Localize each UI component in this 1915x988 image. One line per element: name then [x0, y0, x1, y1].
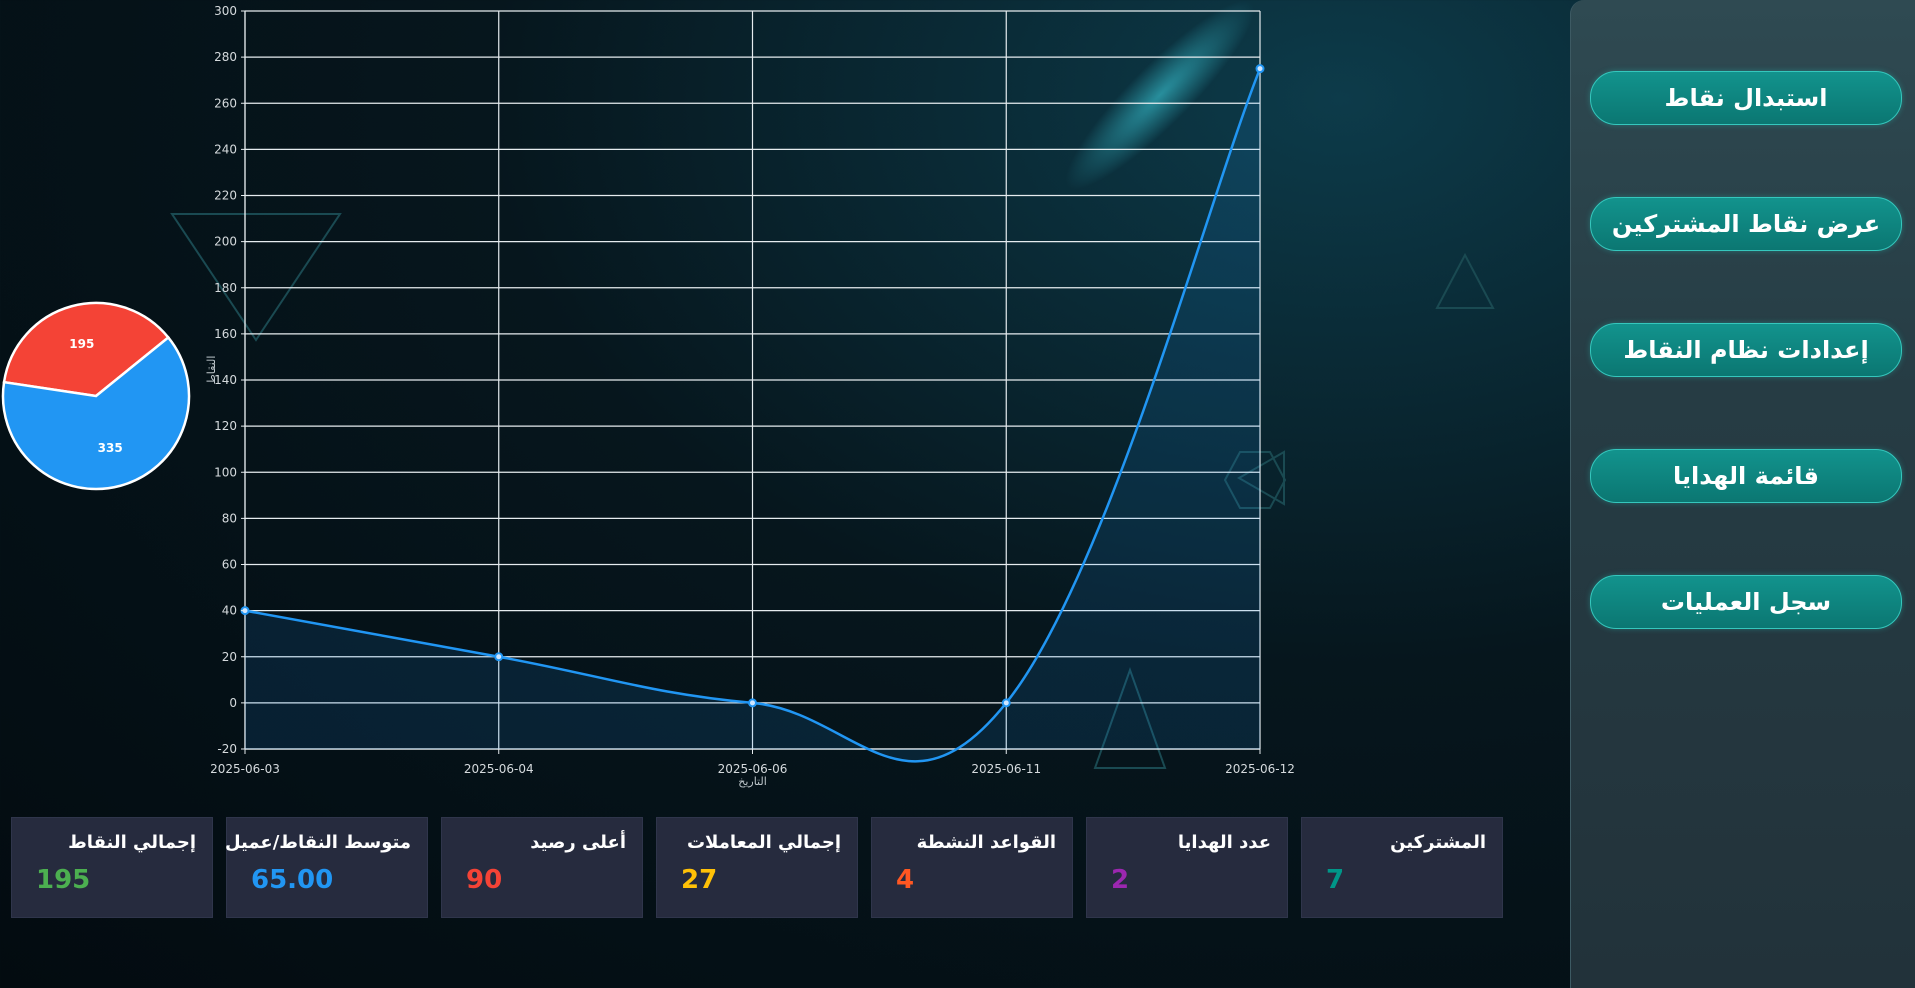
sidebar: استبدال نقاط عرض نقاط المشتركين إعدادات …: [1570, 0, 1915, 988]
stat-card-total-points: إجمالي النقاط 195: [11, 817, 213, 918]
y-tick-label: 40: [222, 604, 237, 618]
points-pie-chart: 195 335: [1, 301, 191, 491]
stat-card-subscribers: المشتركين 7: [1301, 817, 1503, 918]
pie-slice: [1, 335, 191, 491]
points-line-chart: -20 0 20 40 60 80 100 120 140 160 180 200 220 240 260 2…: [205, 4, 1295, 788]
stat-value: 2: [1111, 865, 1130, 895]
stat-label: إجمالي المعاملات: [686, 832, 841, 853]
chart-data-point: [1001, 698, 1011, 708]
y-tick-label: 220: [214, 189, 237, 203]
stat-value: 65.00: [251, 865, 334, 895]
chart-data-point: [748, 698, 757, 708]
y-tick-label: 300: [214, 4, 237, 18]
y-tick-label: 0: [229, 696, 237, 710]
pie-slice-label: 335: [98, 441, 123, 455]
stat-card-total-transactions: إجمالي المعاملات 27: [656, 817, 858, 918]
stat-value: 7: [1326, 865, 1345, 895]
operations-log-button[interactable]: سجل العمليات: [1590, 575, 1902, 629]
stat-label: المشتركين: [1390, 832, 1486, 853]
stat-label: القواعد النشطة: [916, 832, 1056, 853]
y-tick-label: 160: [214, 327, 237, 341]
y-tick-label: 140: [214, 373, 237, 387]
chart-grid: [244, 10, 1261, 750]
x-tick-label: 2025-06-11: [971, 762, 1041, 776]
stat-value: 90: [466, 865, 503, 895]
background-decoration: [170, 0, 1495, 769]
y-tick-label: 20: [222, 650, 237, 664]
gifts-list-button[interactable]: قائمة الهدايا: [1590, 449, 1902, 503]
chart-series-line: [244, 68, 1262, 763]
y-tick-label: 60: [222, 558, 237, 572]
pie-slice-label: 195: [69, 337, 94, 351]
stat-card-gifts-count: عدد الهدايا 2: [1086, 817, 1288, 918]
stat-value: 27: [681, 865, 718, 895]
pie-slice: [2, 301, 171, 398]
y-tick-label: 120: [214, 419, 237, 433]
y-tick-label: 180: [214, 281, 237, 295]
y-tick-label: 100: [214, 465, 237, 479]
chart-area-fill: [245, 68, 1260, 762]
chart-x-axis-label: التاريخ: [738, 775, 767, 788]
stat-value: 195: [36, 865, 91, 895]
stat-card-active-rules: القواعد النشطة 4: [871, 817, 1073, 918]
x-tick-label: 2025-06-03: [210, 762, 280, 776]
y-tick-label: 200: [214, 235, 237, 249]
y-tick-label: -20: [217, 742, 237, 756]
stat-label: أعلى رصيد: [530, 832, 626, 853]
stat-label: إجمالي النقاط: [68, 832, 196, 853]
chart-y-axis-label: النقاط: [205, 356, 218, 385]
stat-label: متوسط النقاط/عميل: [224, 832, 411, 853]
y-tick-label: 280: [214, 50, 237, 64]
redeem-points-button[interactable]: استبدال نقاط: [1590, 71, 1902, 125]
x-tick-label: 2025-06-12: [1225, 762, 1295, 776]
stat-label: عدد الهدايا: [1177, 832, 1271, 853]
x-tick-label: 2025-06-04: [464, 762, 534, 776]
stat-card-average-points: متوسط النقاط/عميل 65.00: [224, 817, 428, 918]
chart-data-point: [494, 652, 504, 662]
y-tick-label: 240: [214, 142, 237, 156]
points-settings-button[interactable]: إعدادات نظام النقاط: [1590, 323, 1902, 377]
chart-data-point: [1255, 64, 1265, 74]
x-tick-label: 2025-06-06: [718, 762, 788, 776]
y-tick-label: 80: [222, 511, 237, 525]
view-subscriber-points-button[interactable]: عرض نقاط المشتركين: [1590, 197, 1902, 251]
y-tick-label: 260: [214, 96, 237, 110]
stat-card-highest-balance: أعلى رصيد 90: [441, 817, 643, 918]
stat-value: 4: [896, 865, 915, 895]
